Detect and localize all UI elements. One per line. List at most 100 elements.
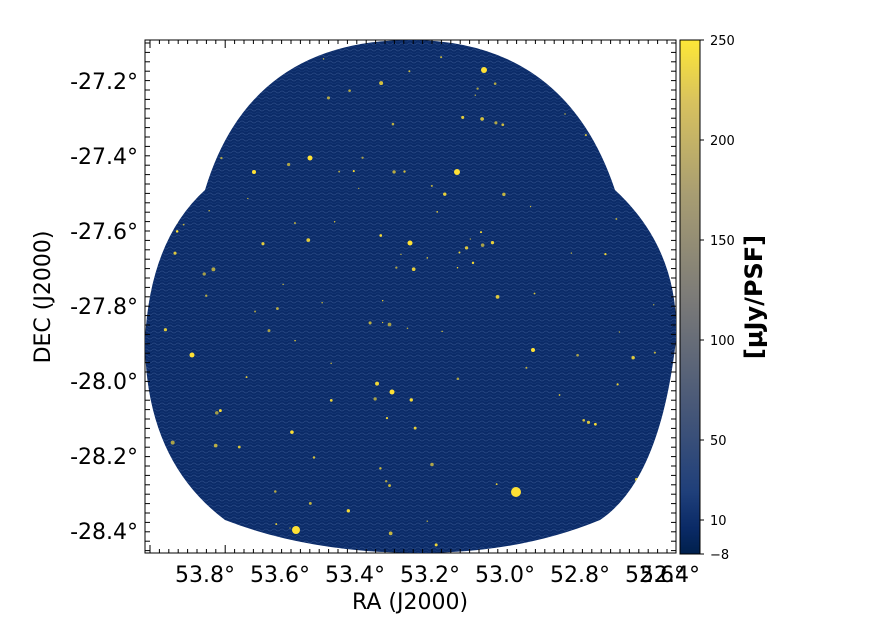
radio-source xyxy=(430,184,433,187)
x-tick-label: 52.4° xyxy=(640,563,700,588)
radio-source xyxy=(361,156,364,159)
radio-source xyxy=(461,115,465,119)
colorbar-label: [μJy/PSF] xyxy=(740,235,768,359)
y-tick-label: -28.4° xyxy=(70,520,138,545)
bright-radio-source xyxy=(292,526,300,534)
bright-radio-source xyxy=(531,348,535,352)
radio-source xyxy=(604,253,607,256)
colorbar-tick-label: 150 xyxy=(710,234,735,249)
radio-source xyxy=(379,81,384,86)
radio-source xyxy=(326,96,331,100)
radio-source xyxy=(247,197,249,200)
radio-source xyxy=(495,295,500,299)
bright-radio-source xyxy=(189,352,195,358)
colorbar-tick-labels: 250 200 150 100 50 10 −8 xyxy=(710,34,735,563)
radio-source xyxy=(392,170,396,174)
radio-source xyxy=(382,321,384,324)
radio-source xyxy=(267,329,271,333)
radio-source xyxy=(208,209,210,212)
radio-source xyxy=(290,430,294,434)
radio-source xyxy=(593,422,597,426)
colorbar-tick-label: 200 xyxy=(710,134,735,149)
radio-source xyxy=(352,170,355,173)
y-tick-label: -28.0° xyxy=(70,370,138,395)
radio-source xyxy=(495,483,498,486)
x-tick-label: 53.2° xyxy=(400,563,460,588)
radio-source xyxy=(430,462,434,467)
radio-source xyxy=(348,89,351,93)
radio-source xyxy=(436,211,439,213)
radio-source xyxy=(322,58,325,60)
radio-source xyxy=(358,187,360,189)
y-axis-ticks xyxy=(145,42,676,552)
radio-source xyxy=(368,321,372,325)
radio-source xyxy=(493,82,497,85)
radio-source xyxy=(403,170,406,173)
radio-source xyxy=(218,409,222,413)
radio-source xyxy=(615,218,618,220)
radio-source xyxy=(245,376,248,379)
radio-source xyxy=(406,327,409,329)
radio-source xyxy=(586,420,591,424)
y-tick-label: -27.8° xyxy=(70,295,138,320)
colorbar-tick-label: −8 xyxy=(710,548,729,563)
radio-source xyxy=(312,456,316,459)
radio-source xyxy=(182,223,185,226)
radio-source xyxy=(346,509,350,513)
radio-source xyxy=(494,121,498,125)
radio-source xyxy=(501,123,505,127)
radio-source xyxy=(274,490,277,493)
radio-source xyxy=(373,397,377,401)
radio-source xyxy=(480,243,485,247)
radio-source xyxy=(395,266,398,269)
radio-source xyxy=(254,310,257,313)
radio-source xyxy=(434,543,438,547)
radio-source xyxy=(426,257,429,259)
radio-source xyxy=(375,381,379,386)
radio-source xyxy=(440,56,443,59)
radio-source xyxy=(464,246,469,250)
radio-source xyxy=(474,94,477,96)
bright-radio-source xyxy=(389,389,395,395)
radio-source xyxy=(564,113,566,115)
radio-source xyxy=(215,411,219,415)
bright-radio-source xyxy=(407,240,413,246)
radio-source xyxy=(170,440,175,445)
radio-source xyxy=(391,122,395,126)
radio-source xyxy=(237,445,241,449)
colorbar-tick-label: 250 xyxy=(710,34,735,49)
radio-source xyxy=(286,162,291,167)
radio-source xyxy=(476,87,479,90)
radio-source xyxy=(400,253,402,256)
radio-source xyxy=(261,242,265,246)
radio-source xyxy=(413,426,417,430)
x-tick-label: 53.0° xyxy=(475,563,535,588)
y-axis-tick-labels: -27.2° -27.4° -27.6° -27.8° -28.0° -28.2… xyxy=(70,70,138,545)
x-tick-label: 52.6° xyxy=(625,563,685,588)
radio-source xyxy=(653,351,656,354)
radio-source xyxy=(582,418,586,422)
radio-source xyxy=(490,241,495,245)
radio-source xyxy=(306,238,311,242)
radio-source xyxy=(576,353,579,357)
radio-source xyxy=(525,366,528,369)
radio-source xyxy=(441,330,443,333)
radio-source xyxy=(533,292,536,295)
radio-source xyxy=(631,356,635,360)
radio-source xyxy=(384,480,388,483)
radio-source xyxy=(293,222,297,225)
y-tick-label: -27.4° xyxy=(70,145,138,170)
radio-source xyxy=(409,398,413,402)
radio-source xyxy=(388,531,393,536)
radio-source xyxy=(173,251,177,255)
colorbar-tick-label: 50 xyxy=(710,434,727,449)
radio-source xyxy=(308,501,312,505)
radio-source xyxy=(387,322,392,327)
radio-source xyxy=(294,339,296,342)
y-tick-label: -27.6° xyxy=(70,220,138,245)
bright-radio-source xyxy=(511,487,521,497)
radio-source xyxy=(558,394,561,396)
radio-source xyxy=(411,267,416,272)
radio-source xyxy=(379,467,382,470)
radio-source xyxy=(408,70,411,73)
